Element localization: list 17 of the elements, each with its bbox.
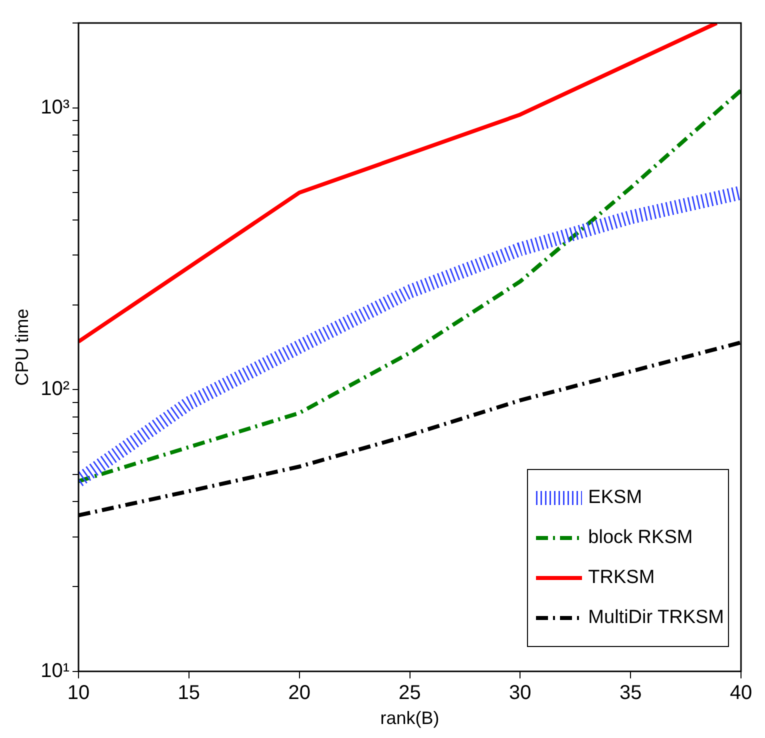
y-axis-title: CPU time (12, 308, 32, 386)
line-series (78, 88, 741, 484)
x-tick-label: 15 (178, 682, 200, 704)
x-tick-label: 10 (67, 682, 90, 704)
legend-label: EKSM (588, 487, 642, 510)
y-tick-label: 10¹ (40, 660, 70, 682)
x-tick-label: 40 (730, 682, 752, 704)
legend-label: MultiDir TRKSM (588, 607, 724, 630)
y-tick-label: 10² (40, 378, 70, 400)
x-tick-label: 20 (288, 682, 310, 704)
x-axis-title: rank(B) (380, 708, 440, 728)
x-tick-label: 25 (398, 682, 421, 704)
legend-label: TRKSM (588, 567, 655, 590)
x-tick-label: 30 (509, 682, 532, 704)
legend-label: block RKSM (588, 527, 693, 550)
y-tick-label: 10³ (40, 96, 70, 118)
x-tick-label: 35 (619, 682, 642, 704)
